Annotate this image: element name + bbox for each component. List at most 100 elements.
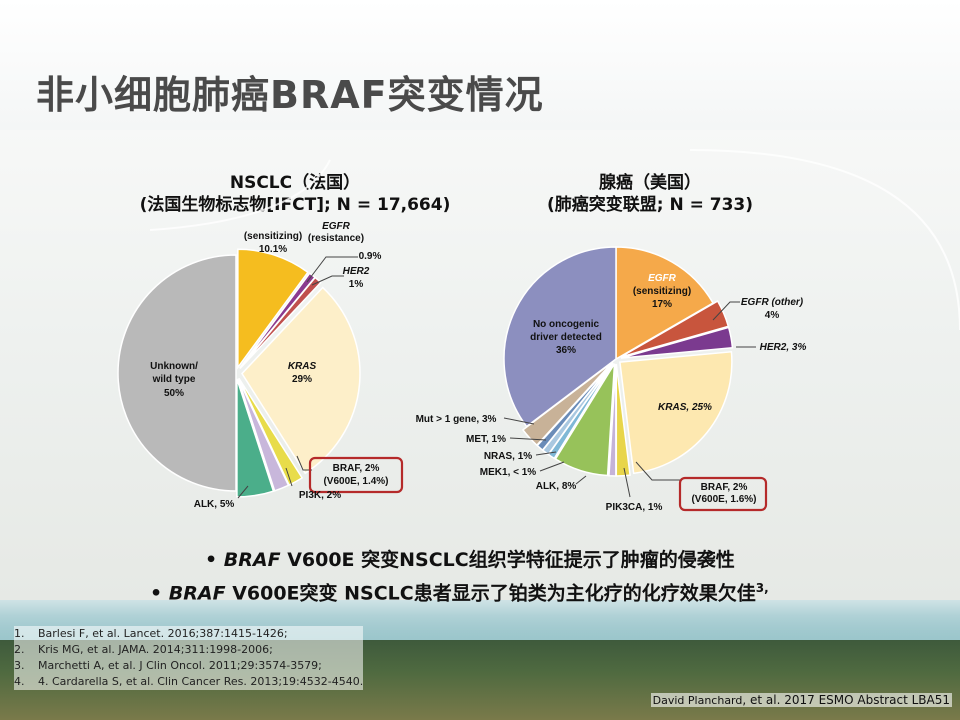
bullet-dot-1: • <box>205 549 218 571</box>
label-no-driver: No oncogenic <box>533 319 600 330</box>
label-braf-right: BRAF, 2% <box>701 482 748 493</box>
leader-met <box>509 437 547 441</box>
pie-slice-4 <box>238 377 304 487</box>
reference-item: 1. Barlesi F, et al. Lancet. 2016;387:141… <box>14 626 364 642</box>
pie-slice-6 <box>554 363 616 477</box>
pie-slice-10 <box>521 361 613 447</box>
label-egfr-res-2: (resistance) <box>308 233 364 244</box>
right-chart-title-line1: 腺癌（美国） <box>599 173 701 193</box>
reference-text: Marchetti A, et al. J Clin Oncol. 2011;2… <box>38 659 322 672</box>
leader-mek1 <box>539 461 565 472</box>
bullet-1-gene: BRAF <box>223 549 281 571</box>
bullet-2-gene: BRAF <box>168 582 226 605</box>
label-egfr-other-value: 4% <box>765 310 780 321</box>
label-egfr-right-2: (sensitizing) <box>633 286 691 297</box>
slide-title: 非小细胞肺癌BRAF突变情况 <box>36 73 544 117</box>
label-met: MET, 1% <box>466 434 506 445</box>
braf-highlight-box-right <box>678 476 768 512</box>
label-braf-right-2: (V600E, 1.6%) <box>691 494 756 505</box>
credit-etal: , et al. <box>742 693 781 707</box>
pie-slice-6 <box>236 378 275 498</box>
label-her2-right: HER2, 3% <box>760 342 807 353</box>
bullet-2-text: V600E突变 NSCLC患者显示了铂类为主化疗的化疗效果欠佳 <box>225 582 756 605</box>
background-top <box>0 0 960 130</box>
reference-number: 2. <box>14 643 25 656</box>
label-egfr-right: EGFR <box>648 273 677 284</box>
pie-slice-11 <box>503 246 617 428</box>
braf-highlight-box-left <box>308 456 404 494</box>
decor-curve-1 <box>149 159 331 231</box>
reference-text: Barlesi F, et al. Lancet. 2016;387:1415-… <box>38 627 288 640</box>
reference-text: 4. Cardarella S, et al. Clin Cancer Res.… <box>38 675 364 688</box>
label-egfr-sens: (sensitizing) <box>244 231 302 242</box>
label-mut: Mut > 1 gene, 3% <box>416 414 497 425</box>
label-mek1: MEK1, < 1% <box>480 467 537 478</box>
bullet-1: • BRAF V600E 突变NSCLC组织学特征提示了肿瘤的侵袭性 <box>150 546 850 574</box>
leader-egfr-other <box>712 301 740 321</box>
reference-text: Kris MG, et al. JAMA. 2014;311:1998-2006… <box>38 643 273 656</box>
leader-nras <box>535 451 557 456</box>
label-unknown-2: wild type <box>152 374 196 385</box>
bullet-1-text: V600E 突变NSCLC组织学特征提示了肿瘤的侵袭性 <box>280 549 735 571</box>
left-leader-lines <box>237 256 358 499</box>
label-her2-left: HER2 <box>343 266 370 277</box>
pie-slice-5 <box>237 378 290 492</box>
left-pie-chart <box>117 248 361 498</box>
source-credit: David Planchard, et al. 2017 ESMO Abstra… <box>650 693 952 707</box>
label-pik3ca: PIK3CA, 1% <box>606 502 663 513</box>
left-chart-title: NSCLC（法国） (法国生物标志物[IFCT]; N = 17,664) <box>110 172 480 216</box>
label-no-driver-value: 36% <box>556 345 576 356</box>
reference-number: 3. <box>14 659 25 672</box>
reference-item: 3. Marchetti A, et al. J Clin Oncol. 2011… <box>14 658 364 674</box>
pie-slice-1 <box>620 300 730 358</box>
label-braf-left: BRAF, 2% <box>333 463 380 474</box>
bullet-dot-2: • <box>150 582 163 605</box>
leader-pi3k <box>285 467 293 487</box>
right-leader-lines <box>503 301 756 498</box>
label-kras-right: KRAS, 25% <box>658 402 712 413</box>
label-kras-left: KRAS <box>288 361 317 372</box>
left-chart-title-line2: (法国生物标志物[IFCT]; N = 17,664) <box>139 195 451 215</box>
pie-slice-2 <box>239 276 322 370</box>
label-egfr-sens-value: 10.1% <box>259 244 287 255</box>
right-chart-title: 腺癌（美国） (肺癌突变联盟; N = 733) <box>500 172 800 216</box>
leader-alk-right <box>575 475 587 485</box>
reference-number: 1. <box>14 627 25 640</box>
pie-slice-7 <box>117 254 237 492</box>
left-chart-title-line1: NSCLC（法国） <box>229 173 361 193</box>
label-her2-left-value: 1% <box>349 279 364 290</box>
key-findings: • BRAF V600E 突变NSCLC组织学特征提示了肿瘤的侵袭性 • BRA… <box>150 546 850 607</box>
leader-alk-left <box>237 485 249 499</box>
label-unknown: Unknown/ <box>150 361 198 372</box>
reference-number: 4. <box>14 675 25 688</box>
right-chart-title-line2: (肺癌突变联盟; N = 733) <box>546 195 754 215</box>
pie-slice-0 <box>615 246 715 361</box>
label-egfr-res: EGFR <box>322 221 351 232</box>
label-braf-left-2: (V600E, 1.4%) <box>323 476 388 487</box>
references: 1. Barlesi F, et al. Lancet. 2016;387:141… <box>14 626 364 690</box>
right-pie-chart <box>503 246 734 477</box>
bullet-2-superscript: 3, <box>755 581 769 595</box>
pie-slice-5 <box>608 363 617 477</box>
decor-curve-2 <box>689 149 960 331</box>
bullet-2: • BRAF V600E突变 NSCLC患者显示了铂类为主化疗的化疗效果欠佳3, <box>150 574 850 607</box>
leader-pik3ca <box>623 467 631 498</box>
leader-mut <box>503 417 535 425</box>
leader-her2 <box>311 275 344 286</box>
reference-item: 2. Kris MG, et al. JAMA. 2014;311:1998-20… <box>14 642 364 658</box>
reference-item: 4. 4. Cardarella S, et al. Clin Cancer Re… <box>14 674 364 690</box>
label-no-driver-2: driver detected <box>530 332 602 343</box>
label-egfr-res-value: 0.9% <box>359 251 382 262</box>
label-egfr-other: EGFR (other) <box>741 297 804 308</box>
label-egfr-right-value: 17% <box>652 299 672 310</box>
pie-slice-0 <box>237 248 309 370</box>
label-nras: NRAS, 1% <box>484 451 532 462</box>
leader-egfr-res <box>306 256 358 283</box>
label-kras-left-value: 29% <box>292 374 312 385</box>
leader-braf-right <box>635 461 680 481</box>
credit-source: 2017 ESMO Abstract LBA51 <box>780 693 950 707</box>
pie-slice-2 <box>620 326 734 359</box>
pie-slice-3 <box>619 350 733 475</box>
label-pi3k: PI3K, 2% <box>299 490 341 501</box>
